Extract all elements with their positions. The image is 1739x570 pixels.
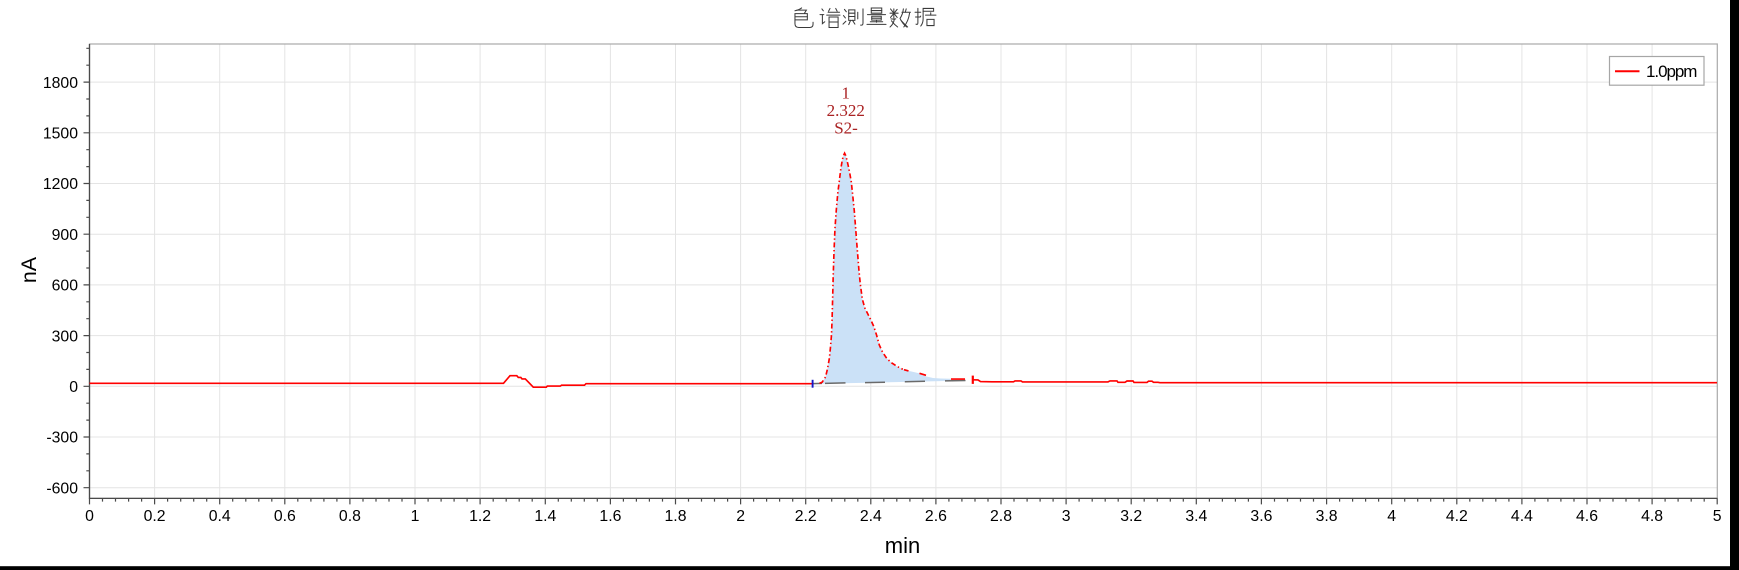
svg-text:2.322: 2.322 bbox=[827, 101, 865, 120]
svg-text:2: 2 bbox=[736, 508, 745, 525]
svg-text:1.6: 1.6 bbox=[599, 508, 621, 525]
svg-text:1.4: 1.4 bbox=[534, 508, 556, 525]
svg-text:2.8: 2.8 bbox=[990, 508, 1012, 525]
svg-text:-600: -600 bbox=[46, 480, 78, 497]
svg-text:2.6: 2.6 bbox=[925, 508, 947, 525]
svg-text:4.4: 4.4 bbox=[1511, 508, 1533, 525]
svg-text:5: 5 bbox=[1713, 508, 1722, 525]
svg-text:1: 1 bbox=[411, 508, 420, 525]
svg-text:0.2: 0.2 bbox=[144, 508, 166, 525]
svg-text:-300: -300 bbox=[46, 430, 78, 447]
svg-text:0.8: 0.8 bbox=[339, 508, 361, 525]
svg-text:4: 4 bbox=[1387, 508, 1396, 525]
svg-text:0: 0 bbox=[85, 508, 94, 525]
svg-text:600: 600 bbox=[52, 278, 79, 295]
svg-text:2.4: 2.4 bbox=[860, 508, 882, 525]
svg-text:1.8: 1.8 bbox=[665, 508, 687, 525]
svg-text:3: 3 bbox=[1062, 508, 1071, 525]
svg-text:1: 1 bbox=[842, 83, 851, 102]
svg-text:3.4: 3.4 bbox=[1185, 508, 1207, 525]
svg-text:1.2: 1.2 bbox=[469, 508, 491, 525]
svg-text:0.6: 0.6 bbox=[274, 508, 296, 525]
svg-text:4.2: 4.2 bbox=[1446, 508, 1468, 525]
svg-text:0: 0 bbox=[69, 379, 78, 396]
svg-text:1200: 1200 bbox=[43, 176, 78, 193]
svg-text:2.2: 2.2 bbox=[795, 508, 817, 525]
svg-text:3.2: 3.2 bbox=[1120, 508, 1142, 525]
svg-text:nA: nA bbox=[17, 256, 41, 283]
svg-text:1500: 1500 bbox=[43, 126, 78, 143]
svg-text:1.0ppm: 1.0ppm bbox=[1646, 62, 1697, 81]
svg-text:min: min bbox=[885, 533, 920, 558]
svg-text:S2-: S2- bbox=[834, 119, 858, 138]
svg-text:3.6: 3.6 bbox=[1250, 508, 1272, 525]
svg-text:0.4: 0.4 bbox=[209, 508, 231, 525]
svg-text:4.6: 4.6 bbox=[1576, 508, 1598, 525]
svg-text:3.8: 3.8 bbox=[1316, 508, 1338, 525]
svg-text:1800: 1800 bbox=[43, 75, 78, 92]
svg-text:900: 900 bbox=[52, 227, 79, 244]
svg-text:4.8: 4.8 bbox=[1641, 508, 1663, 525]
svg-text:300: 300 bbox=[52, 328, 79, 345]
